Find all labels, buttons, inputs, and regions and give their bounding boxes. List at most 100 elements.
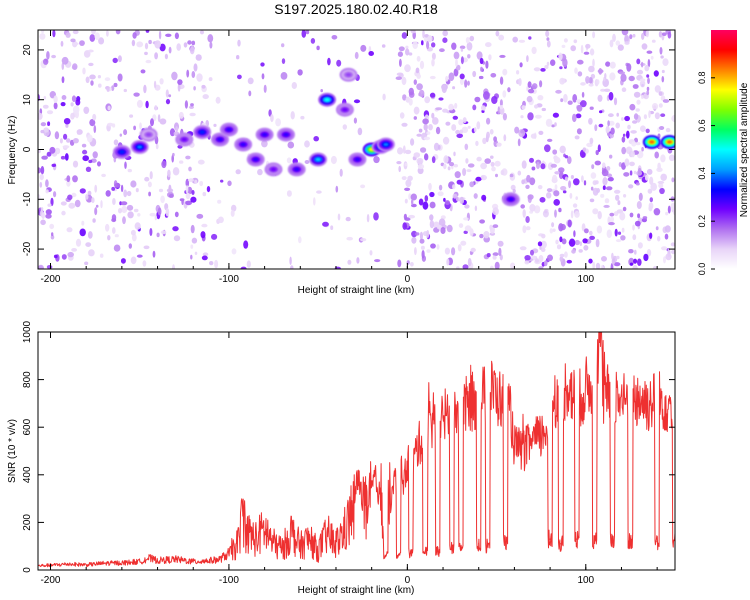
spectrogram-speckle: [563, 93, 568, 103]
spectrogram-speckle: [144, 51, 148, 56]
spectrogram-speckle: [561, 44, 566, 49]
spectrogram-speckle: [528, 36, 532, 40]
spectrogram-speckle: [553, 199, 560, 206]
spectrogram-speckle: [646, 249, 652, 257]
spectrogram-speckle: [381, 44, 386, 48]
spectrogram-speckle: [464, 143, 469, 150]
spectrogram-speckle: [592, 208, 599, 215]
spectrogram-speckle: [220, 179, 224, 183]
spectrogram-speckle: [167, 169, 171, 178]
spectrogram-speckle: [456, 266, 460, 269]
spectrogram-speckle: [136, 41, 144, 48]
spectrogram-speckle: [120, 258, 126, 264]
spectrogram-speckle: [199, 180, 204, 187]
spectrogram-speckle: [215, 96, 221, 104]
colorbar-label: Normalized spectral amplitude: [739, 82, 750, 217]
spectrogram-speckle: [560, 186, 567, 191]
spectrogram-speckle: [544, 65, 549, 69]
spectrogram-speckle: [82, 67, 86, 75]
spectrogram-speckle: [452, 184, 456, 190]
spectrogram-speckle: [113, 139, 119, 146]
spectrogram-speckle: [453, 164, 458, 168]
colorbar-ticks: 0.0 0.2 0.4 0.6 0.8: [697, 72, 715, 275]
spectrogram-speckle: [598, 68, 603, 75]
spectrogram-speckle: [665, 211, 669, 216]
spectrogram-speckle: [369, 250, 373, 256]
spectrogram-speckle: [231, 248, 237, 255]
spectrogram-speckle: [544, 144, 551, 153]
spectrogram-speckle: [443, 197, 446, 202]
spectrogram-speckle: [419, 231, 423, 240]
spectrogram-speckle: [217, 216, 224, 224]
spectrogram-speckle: [153, 80, 157, 89]
spectrogram-speckle: [629, 212, 634, 218]
spectrogram-speckle: [137, 213, 141, 217]
spectrogram-speckle: [521, 160, 527, 169]
spectrogram-speckle: [653, 208, 661, 216]
spectrogram-speckle: [51, 232, 54, 237]
spectrogram-speckle: [140, 69, 146, 74]
snr-dip: [478, 543, 480, 545]
spectrogram-speckle: [424, 96, 431, 104]
spectrogram-speckle: [60, 201, 67, 206]
spectrogram-speckle: [360, 44, 367, 52]
spectrogram-speckle: [40, 166, 45, 175]
spectrogram-speckle: [567, 219, 572, 228]
spectrogram-speckle: [634, 249, 637, 255]
spectrogram-speckle: [517, 138, 521, 147]
spectrogram-speckle: [451, 124, 457, 131]
spectrogram-speckle: [397, 147, 404, 155]
spectrogram-speckle: [551, 124, 555, 128]
spectrogram-speckle: [572, 94, 578, 103]
snr-dip: [549, 538, 551, 540]
spectrogram-speckle: [401, 176, 407, 181]
spectrogram-speckle: [115, 30, 121, 35]
spectrogram-speckle: [577, 59, 584, 65]
spectrogram-speckle: [144, 42, 149, 50]
spectrogram-speckle: [558, 52, 563, 61]
spectrogram-speckle: [646, 90, 650, 96]
spectrogram-speckle: [545, 30, 550, 37]
spectrogram-y-tick-label: -20: [22, 241, 33, 256]
snr-x-tick-label: 0: [405, 575, 411, 586]
spectrogram-speckle: [667, 205, 671, 214]
spectrogram-speckle: [111, 85, 115, 91]
spectrogram-speckle: [594, 124, 598, 132]
spectrogram-speckle: [613, 262, 621, 267]
colorbar-gradient: [711, 30, 737, 269]
spectrogram-speckle: [536, 161, 540, 169]
spectrogram-speckle: [66, 227, 73, 233]
spectrogram-speckle: [199, 30, 205, 35]
spectrogram-speckle: [564, 176, 569, 182]
spectrogram-speckle: [438, 97, 444, 101]
spectrogram-speckle: [47, 121, 51, 126]
spectrogram-speckle: [632, 120, 638, 124]
spectrogram-speckle: [209, 261, 214, 266]
spectrogram-speckle: [59, 138, 63, 144]
colorbar: 0.0 0.2 0.4 0.6 0.8 Normalized spectral ampl…: [697, 30, 750, 275]
spectrogram-speckle: [373, 156, 380, 164]
spectrogram-speckle: [416, 55, 421, 62]
spectrogram-speckle: [178, 111, 184, 119]
spectrogram-speckle: [533, 205, 541, 214]
spectrogram-speckle: [632, 264, 638, 269]
spectrogram-speckle: [356, 257, 360, 264]
spectrogram-speckle: [175, 126, 179, 133]
spectrogram-speckle: [609, 61, 616, 69]
spectrogram-speckle: [539, 80, 543, 88]
spectrogram-speckle: [441, 84, 447, 94]
spectrogram-y-axis: -20 -10 0 10 20: [22, 44, 675, 256]
spectrogram-speckle: [123, 129, 128, 136]
spectrogram-speckle: [404, 162, 408, 167]
spectrogram-speckle: [571, 249, 576, 254]
spectrogram-speckle: [111, 214, 117, 222]
spectrogram-speckle: [530, 133, 537, 139]
spectrogram-speckle: [655, 226, 659, 231]
spectrogram-speckle: [599, 110, 603, 114]
spectrogram-feature: [193, 125, 212, 140]
spectrogram-speckle: [431, 52, 436, 60]
spectrogram-speckle: [649, 197, 653, 203]
spectrogram-speckle: [246, 260, 251, 268]
spectrogram-speckle: [61, 62, 65, 70]
snr-background: [38, 332, 675, 570]
